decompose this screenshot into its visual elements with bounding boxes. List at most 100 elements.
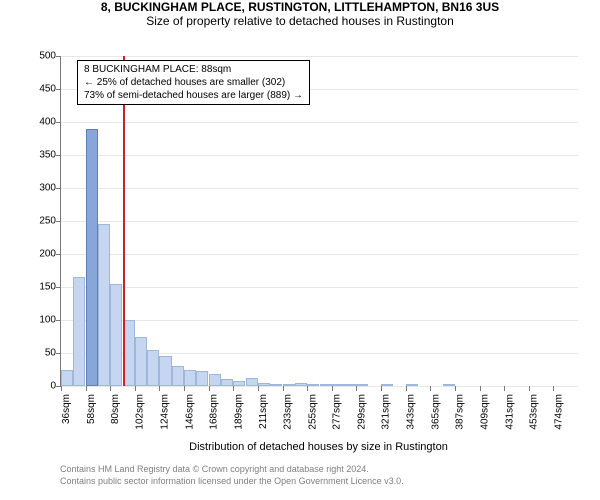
xtick-label: 168sqm xyxy=(209,394,220,430)
xtick-label: 387sqm xyxy=(455,394,466,430)
xtick xyxy=(61,386,62,391)
ytick xyxy=(56,254,61,255)
ytick-label: 50 xyxy=(21,348,56,359)
xtick-label: 211sqm xyxy=(258,394,269,429)
xtick xyxy=(356,386,357,391)
xtick xyxy=(283,386,284,391)
ytick-label: 300 xyxy=(21,183,56,194)
xtick-label: 474sqm xyxy=(553,394,564,430)
x-axis-label: Distribution of detached houses by size … xyxy=(60,441,577,453)
xtick-label: 124sqm xyxy=(159,394,170,430)
xtick xyxy=(159,386,160,391)
xtick-label: 299sqm xyxy=(356,394,367,430)
bar-highlight xyxy=(86,129,98,386)
bar xyxy=(295,383,307,386)
ytick xyxy=(56,56,61,57)
xtick xyxy=(553,386,554,391)
xtick xyxy=(233,386,234,391)
gridline xyxy=(61,56,578,57)
xtick-label: 80sqm xyxy=(110,394,121,424)
bar xyxy=(196,371,208,386)
xtick xyxy=(307,386,308,391)
xtick xyxy=(430,386,431,391)
plot-area: 05010015020025030035040045050036sqm58sqm… xyxy=(60,56,578,387)
bar xyxy=(135,337,147,387)
attribution-line1: Contains HM Land Registry data © Crown c… xyxy=(60,464,404,476)
gridline xyxy=(61,155,578,156)
bar xyxy=(443,384,455,386)
xtick xyxy=(455,386,456,391)
info-box: 8 BUCKINGHAM PLACE: 88sqm← 25% of detach… xyxy=(77,60,310,105)
bar xyxy=(320,384,332,386)
ytick-label: 0 xyxy=(21,381,56,392)
gridline xyxy=(61,254,578,255)
bar xyxy=(283,384,295,386)
xtick xyxy=(529,386,530,391)
bar xyxy=(406,384,418,386)
bar xyxy=(159,356,171,386)
xtick-label: 233sqm xyxy=(283,394,294,430)
ytick xyxy=(56,155,61,156)
bar xyxy=(221,379,233,386)
bar xyxy=(73,277,85,386)
bar xyxy=(233,381,245,386)
xtick xyxy=(209,386,210,391)
xtick xyxy=(504,386,505,391)
info-box-line1: 8 BUCKINGHAM PLACE: 88sqm xyxy=(84,63,303,76)
bar xyxy=(356,384,368,386)
xtick-label: 146sqm xyxy=(184,394,195,430)
bar xyxy=(147,350,159,386)
gridline xyxy=(61,221,578,222)
ytick xyxy=(56,221,61,222)
bar xyxy=(258,383,270,386)
xtick-label: 365sqm xyxy=(430,394,441,430)
bar xyxy=(172,366,184,386)
xtick-label: 453sqm xyxy=(529,394,540,430)
gridline xyxy=(61,320,578,321)
gridline xyxy=(61,188,578,189)
xtick xyxy=(184,386,185,391)
xtick xyxy=(258,386,259,391)
bar xyxy=(98,224,110,386)
xtick xyxy=(406,386,407,391)
ytick-label: 100 xyxy=(21,315,56,326)
info-box-line3: 73% of semi-detached houses are larger (… xyxy=(84,89,303,102)
ytick-label: 350 xyxy=(21,150,56,161)
bar xyxy=(61,370,73,387)
xtick xyxy=(110,386,111,391)
ytick-label: 500 xyxy=(21,51,56,62)
ytick-label: 400 xyxy=(21,117,56,128)
xtick-label: 255sqm xyxy=(307,394,318,430)
xtick xyxy=(480,386,481,391)
xtick xyxy=(135,386,136,391)
ytick xyxy=(56,122,61,123)
xtick-label: 409sqm xyxy=(480,394,491,430)
bar xyxy=(209,374,221,386)
ytick-label: 200 xyxy=(21,249,56,260)
xtick xyxy=(381,386,382,391)
gridline xyxy=(61,386,578,387)
xtick xyxy=(332,386,333,391)
bar xyxy=(307,384,319,386)
xtick-label: 277sqm xyxy=(332,394,343,430)
bar xyxy=(344,384,356,386)
bar xyxy=(246,378,258,386)
chart-subtitle: Size of property relative to detached ho… xyxy=(0,14,600,28)
ytick xyxy=(56,287,61,288)
attribution-line2: Contains public sector information licen… xyxy=(60,476,404,488)
xtick-label: 431sqm xyxy=(504,394,515,430)
xtick-label: 343sqm xyxy=(406,394,417,430)
xtick-label: 36sqm xyxy=(61,394,72,424)
chart-title: 8, BUCKINGHAM PLACE, RUSTINGTON, LITTLEH… xyxy=(0,0,600,14)
bar xyxy=(184,370,196,387)
ytick xyxy=(56,89,61,90)
gridline xyxy=(61,287,578,288)
info-box-line2: ← 25% of detached houses are smaller (30… xyxy=(84,76,303,89)
ytick-label: 250 xyxy=(21,216,56,227)
marker-line xyxy=(123,56,125,386)
xtick-label: 321sqm xyxy=(381,394,392,430)
gridline xyxy=(61,122,578,123)
ytick xyxy=(56,353,61,354)
xtick xyxy=(86,386,87,391)
bar xyxy=(110,284,122,386)
